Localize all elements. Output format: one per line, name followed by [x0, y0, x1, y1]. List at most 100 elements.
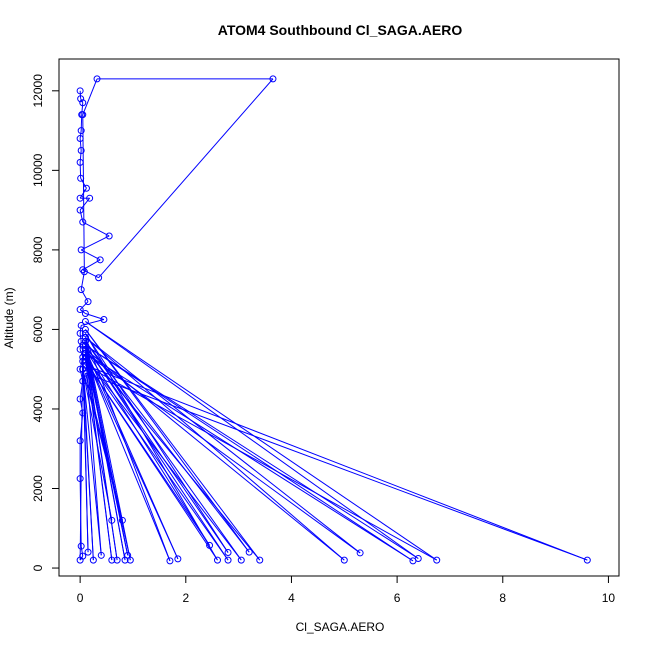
data-point — [77, 127, 85, 135]
series-line-segment — [79, 162, 82, 179]
data-point — [113, 556, 121, 564]
series-line-segment — [80, 98, 84, 103]
x-axis-label: Cl_SAGA.AERO — [296, 620, 385, 634]
series-line-segment — [84, 349, 210, 546]
y-tick-label: 8000 — [31, 236, 45, 263]
data-point — [81, 341, 89, 349]
data-point — [81, 337, 89, 345]
series-line-segment — [84, 349, 113, 561]
series-line-segment — [86, 357, 171, 562]
data-point — [269, 75, 277, 83]
series-line-segment — [85, 352, 361, 554]
data-point — [86, 194, 94, 202]
series-line-segment — [79, 130, 82, 139]
data-point — [79, 111, 87, 119]
series-line-segment — [85, 356, 242, 561]
series-line-segment — [82, 78, 98, 115]
series-line-segment — [84, 345, 229, 561]
data-point — [76, 206, 84, 214]
series-line-segment — [82, 369, 123, 521]
series-line-segment — [79, 325, 82, 334]
data-point — [76, 437, 84, 445]
series-line-segment — [85, 372, 588, 561]
series-line-segment — [85, 329, 261, 561]
data-point — [256, 556, 264, 564]
series-line-segment — [79, 210, 84, 223]
data-point — [95, 274, 103, 282]
data-point — [84, 548, 92, 556]
y-tick-label: 6000 — [31, 316, 45, 343]
data-point — [81, 345, 89, 353]
y-axis-label: Altitude (m) — [2, 287, 16, 348]
x-tick-label: 4 — [288, 591, 295, 605]
y-tick-label: 10000 — [31, 153, 45, 187]
series-line-segment — [82, 369, 94, 561]
y-axis: 0 2000 4000 6000 8000 10000 12000 — [31, 74, 60, 571]
x-tick-label: 6 — [394, 591, 401, 605]
data-point — [356, 549, 364, 557]
data-point — [89, 556, 97, 564]
data-point — [414, 555, 422, 563]
data-point — [81, 349, 89, 357]
x-axis: 0 2 4 6 8 10 — [77, 575, 615, 605]
data-point — [76, 395, 84, 403]
y-tick-label: 4000 — [31, 395, 45, 422]
data-point — [77, 321, 85, 329]
data-point — [79, 99, 87, 107]
series-line-segment — [79, 90, 82, 99]
data-point — [77, 542, 85, 550]
data-point — [77, 174, 85, 182]
series-line-segment — [80, 235, 110, 251]
data-point — [77, 246, 85, 254]
data-point — [81, 317, 89, 325]
series-line-segment — [79, 345, 84, 561]
series-line-segment — [82, 369, 102, 556]
x-tick-label: 2 — [182, 591, 189, 605]
data-point — [79, 218, 87, 226]
series-layer — [76, 75, 591, 565]
data-point — [81, 357, 89, 365]
data-point — [105, 232, 113, 240]
data-point — [126, 556, 134, 564]
data-point — [76, 329, 84, 337]
data-point — [79, 377, 87, 385]
data-point — [77, 95, 85, 103]
series-line-segment — [80, 289, 89, 302]
series-line-segment — [82, 114, 85, 272]
data-point — [79, 266, 87, 274]
series-line-segment — [84, 353, 131, 561]
series-line-segment — [85, 341, 242, 561]
data-point — [340, 556, 348, 564]
data-point — [206, 541, 214, 549]
data-point — [224, 549, 232, 557]
series-line-segment — [85, 337, 345, 561]
series-line-segment — [98, 78, 274, 279]
data-point — [76, 556, 84, 564]
chart-title: ATOM4 Southbound Cl_SAGA.AERO — [218, 22, 463, 38]
data-point — [76, 158, 84, 166]
data-point — [93, 75, 101, 83]
series-line-segment — [85, 344, 414, 562]
series-line-segment — [85, 341, 250, 553]
series-line-segment — [85, 356, 229, 561]
data-point — [80, 268, 88, 276]
series-line-segment — [80, 546, 84, 557]
data-point — [77, 337, 85, 345]
y-tick-label: 12000 — [31, 74, 45, 108]
series-line-segment — [79, 197, 91, 211]
y-tick-label: 0 — [31, 564, 45, 571]
data-point — [76, 306, 84, 314]
data-point — [76, 87, 84, 95]
data-point — [224, 556, 232, 564]
series-line-segment — [82, 369, 113, 521]
series-line-segment — [85, 344, 419, 559]
data-point — [79, 365, 87, 373]
data-point — [82, 184, 90, 192]
data-point — [76, 365, 84, 373]
series-line-segment — [85, 364, 437, 561]
series-line-segment — [79, 138, 82, 151]
data-point — [166, 557, 174, 565]
data-point — [76, 475, 84, 483]
data-point — [118, 516, 126, 524]
